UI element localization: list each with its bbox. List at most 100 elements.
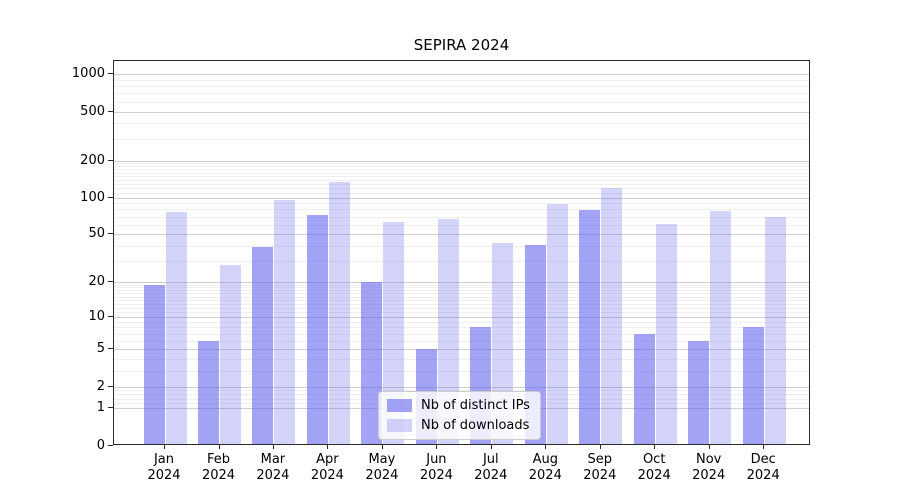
y-tick-label: 20	[88, 273, 105, 289]
x-tick-year: 2024	[201, 468, 236, 483]
x-tick-month: Jul	[482, 452, 499, 467]
legend: Nb of distinct IPs Nb of downloads	[378, 391, 541, 440]
bar-distinct-ips	[579, 210, 601, 444]
x-tick-mark	[164, 445, 165, 449]
bar-distinct-ips	[252, 247, 274, 444]
legend-label: Nb of distinct IPs	[421, 398, 530, 413]
gridline-minor	[114, 307, 809, 309]
x-tick-mark	[545, 445, 547, 449]
bar-downloads	[383, 222, 405, 444]
y-tick-label: 1	[96, 400, 105, 416]
x-tick-year: 2024	[746, 468, 780, 483]
gridline-minor	[114, 300, 809, 301]
x-tick-label: Feb 2024	[179, 452, 259, 484]
x-tick-month: Jun	[426, 452, 447, 467]
x-tick-mark	[218, 445, 220, 449]
gridline-major	[114, 74, 809, 76]
gridline-minor	[114, 209, 809, 211]
x-tick-label: Aug 2024	[505, 452, 585, 484]
y-tick-mark	[108, 159, 113, 161]
x-tick-mark	[599, 445, 601, 449]
y-tick-label: 10	[88, 308, 105, 324]
legend-item: Nb of downloads	[387, 418, 530, 433]
gridline-minor	[114, 293, 809, 295]
legend-swatch	[387, 419, 412, 432]
gridline-minor	[114, 371, 809, 372]
y-tick-mark	[108, 315, 113, 317]
bar-distinct-ips	[306, 215, 328, 444]
y-tick-label: 0	[96, 437, 105, 453]
x-tick-month: Jan	[153, 452, 175, 467]
x-tick-mark	[763, 445, 765, 449]
y-tick-label: 50	[88, 226, 105, 242]
bar-downloads	[437, 218, 459, 444]
gridline-minor	[114, 321, 809, 323]
x-tick-month: Apr	[316, 452, 339, 467]
gridline-major	[114, 234, 809, 236]
x-tick-label: Dec 2024	[723, 452, 803, 484]
gridline-minor	[114, 287, 809, 289]
bar-downloads	[710, 210, 732, 444]
bar-downloads	[655, 223, 677, 444]
y-tick-label: 2	[96, 378, 105, 394]
x-tick-month: Sep	[587, 452, 613, 467]
gridline-minor	[114, 179, 809, 181]
gridline-major	[114, 197, 809, 199]
gridline-minor	[114, 183, 809, 185]
plot-area: Nb of distinct IPs Nb of downloads	[113, 60, 810, 445]
y-tick-mark	[108, 385, 113, 387]
gridline-minor	[114, 284, 809, 286]
y-tick-mark	[108, 348, 113, 350]
bar-distinct-ips	[742, 327, 764, 444]
gridline-minor	[114, 203, 809, 205]
gridline-minor	[114, 169, 809, 171]
legend-label: Nb of downloads	[421, 418, 530, 433]
gridline-minor	[114, 312, 809, 313]
y-tick-mark	[108, 73, 113, 75]
x-tick-year: 2024	[310, 468, 344, 483]
x-tick-year: 2024	[474, 468, 508, 483]
x-tick-year: 2024	[147, 468, 181, 483]
x-tick-mark	[381, 445, 383, 449]
gridline-major	[114, 316, 809, 318]
legend-item: Nb of distinct IPs	[387, 398, 530, 413]
y-tick-mark	[108, 110, 113, 112]
y-tick-label: 200	[80, 152, 105, 168]
gridline-minor	[114, 172, 809, 174]
gridline-minor	[114, 327, 809, 329]
bar-distinct-ips	[198, 340, 219, 444]
x-tick-label: Sep 2024	[560, 452, 640, 484]
gridline-major	[114, 160, 809, 162]
y-tick-label: 100	[80, 189, 105, 205]
bar-distinct-ips	[633, 333, 655, 444]
x-tick-month: Dec	[750, 452, 776, 467]
bar-distinct-ips	[143, 284, 165, 444]
y-tick-label: 500	[80, 103, 105, 119]
x-tick-month: Aug	[532, 452, 558, 467]
gridline-major	[114, 281, 809, 283]
gridline-minor	[114, 138, 809, 140]
x-tick-label: May 2024	[342, 452, 422, 484]
bar-downloads	[220, 264, 241, 444]
gridline-minor	[114, 93, 809, 95]
gridline-major	[114, 386, 809, 388]
gridline-major	[114, 111, 809, 113]
x-tick-month: Mar	[260, 452, 286, 467]
x-tick-year: 2024	[583, 468, 617, 483]
gridline-minor	[114, 79, 809, 81]
x-tick-month: Feb	[206, 452, 231, 467]
gridline-major	[114, 349, 809, 351]
gridline-minor	[114, 163, 809, 165]
x-tick-year: 2024	[528, 468, 562, 483]
x-tick-label: Mar 2024	[233, 452, 313, 484]
x-tick-mark	[654, 445, 656, 449]
gridline-minor	[114, 340, 809, 342]
gridline-minor	[114, 333, 809, 335]
x-tick-mark	[490, 445, 492, 449]
gridline-minor	[114, 296, 809, 298]
gridline-minor	[114, 123, 809, 125]
bar-downloads	[328, 181, 350, 444]
bar-downloads	[546, 204, 568, 444]
y-tick-mark	[108, 407, 113, 409]
